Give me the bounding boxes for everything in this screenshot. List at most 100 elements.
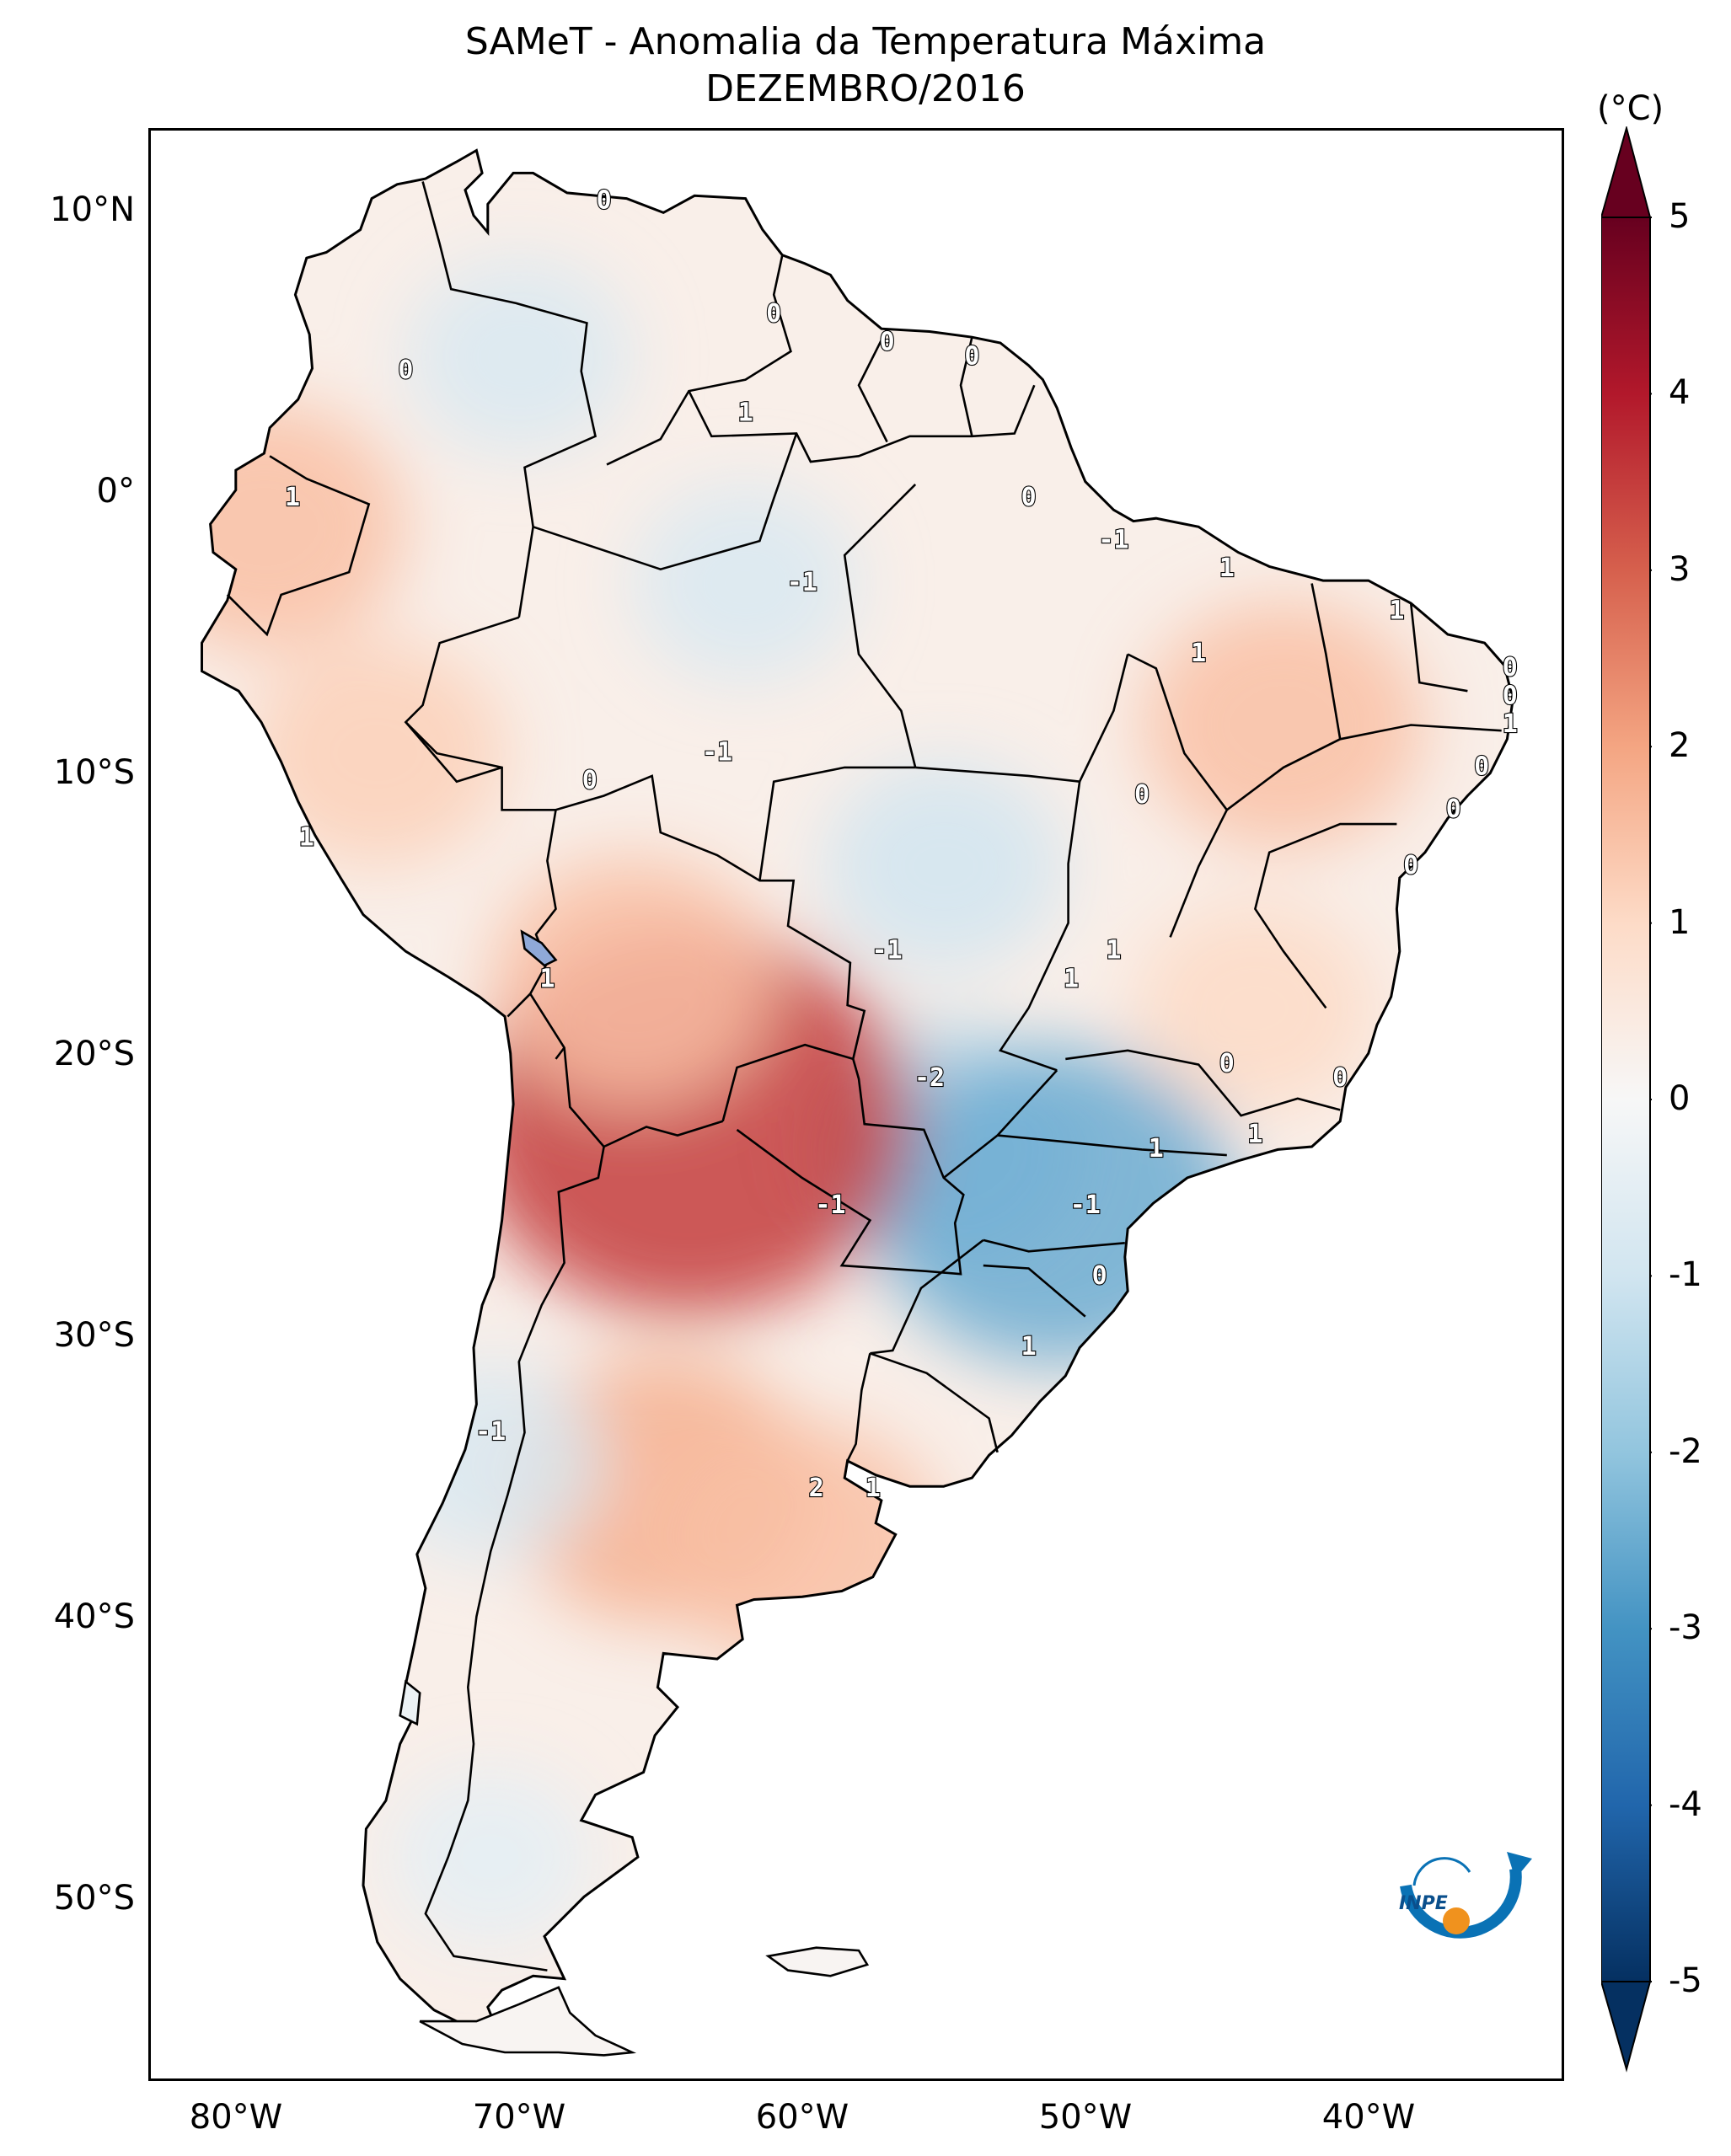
border-line-17 bbox=[983, 1264, 1086, 1318]
contour-label-17: 0 bbox=[1446, 794, 1461, 824]
contour-label-20: 0 bbox=[582, 766, 598, 795]
contour-label-6: 0 bbox=[1021, 483, 1037, 512]
contour-label-0: 0 bbox=[597, 186, 612, 216]
contour-label-2: 0 bbox=[766, 299, 781, 329]
anomaly-region-13 bbox=[377, 1362, 604, 1560]
contour-label-30: 1 bbox=[1149, 1134, 1164, 1164]
contour-label-11: 1 bbox=[1389, 597, 1404, 626]
contour-label-8: -1 bbox=[1098, 526, 1128, 555]
anomaly-region-12 bbox=[660, 1421, 944, 1670]
anomaly-region-7 bbox=[248, 639, 507, 867]
border-line-21 bbox=[1253, 822, 1397, 1009]
colorbar bbox=[1601, 126, 1652, 2073]
contour-label-7: 1 bbox=[285, 483, 300, 512]
lat-tick-30s: 30°S bbox=[53, 1316, 135, 1355]
lake-titicaca bbox=[520, 929, 558, 967]
contour-label-34: 0 bbox=[1092, 1261, 1107, 1291]
border-line-1 bbox=[606, 254, 792, 466]
border-line-16 bbox=[983, 1238, 1125, 1253]
lon-tick-60w: 60°W bbox=[755, 2098, 849, 2137]
border-line-25 bbox=[915, 766, 1081, 1072]
colorbar-tick-label-3: 2 bbox=[1669, 726, 1691, 765]
contour-label-14: 0 bbox=[1503, 681, 1518, 710]
border-line-13 bbox=[846, 1353, 871, 1462]
contour-label-3: 0 bbox=[880, 328, 895, 357]
border-line-18 bbox=[997, 1134, 1227, 1157]
colorbar-tick-label-10: -5 bbox=[1669, 1961, 1702, 2000]
contour-label-32: -1 bbox=[815, 1190, 845, 1220]
colorbar-tick-label-6: -1 bbox=[1669, 1255, 1702, 1294]
border-line-30 bbox=[942, 1134, 999, 1180]
anomaly-region-4 bbox=[875, 1046, 1240, 1366]
contour-label-13: 0 bbox=[1503, 653, 1518, 682]
contour-label-31: 1 bbox=[1247, 1120, 1262, 1149]
border-line-9 bbox=[603, 1120, 724, 1148]
border-line-5 bbox=[226, 455, 371, 637]
contour-label-12: 1 bbox=[1191, 639, 1206, 668]
colorbar-tick-label-9: -4 bbox=[1669, 1785, 1702, 1824]
colorbar-extend-top bbox=[1601, 126, 1652, 218]
border-line-20 bbox=[1127, 653, 1229, 938]
colorbar-extend-bottom bbox=[1601, 1981, 1652, 2073]
colorbar-tick-label-7: -2 bbox=[1669, 1432, 1702, 1471]
border-line-8 bbox=[555, 1046, 565, 1060]
colorbar-tick-label-5: 0 bbox=[1669, 1079, 1691, 1118]
logo-text: INPE bbox=[1399, 1893, 1448, 1914]
contour-label-28: 0 bbox=[1219, 1049, 1235, 1078]
colorbar-unit: (°C) bbox=[1597, 89, 1664, 128]
contour-label-35: 1 bbox=[1021, 1332, 1037, 1362]
border-line-27 bbox=[843, 483, 917, 768]
border-line-15 bbox=[405, 721, 502, 784]
contour-label-33: -1 bbox=[1070, 1190, 1101, 1220]
contour-label-23: -1 bbox=[872, 936, 903, 966]
anomaly-region-10 bbox=[1133, 901, 1377, 1115]
anomaly-region-8 bbox=[201, 403, 406, 651]
anomaly-region-14 bbox=[389, 1768, 592, 1946]
contour-label-21: 0 bbox=[1134, 780, 1150, 810]
chart-subtitle: DEZEMBRO/2016 bbox=[705, 67, 1026, 110]
contour-label-16: 0 bbox=[1474, 752, 1489, 781]
contour-label-1: 0 bbox=[398, 356, 413, 385]
tierra-del-fuego bbox=[419, 1986, 637, 2057]
contour-label-36: -1 bbox=[475, 1417, 506, 1447]
contour-label-5: 1 bbox=[738, 398, 753, 427]
border-line-3 bbox=[857, 328, 888, 443]
map-frame[interactable]: 0 0 0 0 0 1 0 1 -1 -1 1 1 1 0 0 1 0 0 0 -1 0 0 1 -1 1 1 1 -2 0 0 1 1 -1-… bbox=[148, 128, 1564, 2081]
border-line-2 bbox=[688, 384, 1036, 463]
falklands-island bbox=[765, 1946, 870, 1977]
anomaly-region-9 bbox=[1142, 601, 1425, 849]
colorbar-tick-label-1: 4 bbox=[1669, 373, 1691, 412]
contour-label-27: -2 bbox=[914, 1063, 945, 1093]
border-line-29 bbox=[1078, 654, 1129, 783]
border-line-11 bbox=[736, 1058, 965, 1276]
border-line-12 bbox=[870, 1238, 984, 1355]
colorbar-tick-label-2: 3 bbox=[1669, 550, 1691, 589]
colorbar-tick-label-8: -3 bbox=[1669, 1608, 1702, 1647]
lat-tick-10n: 10°N bbox=[50, 190, 135, 229]
contour-label-10: 1 bbox=[1219, 554, 1235, 583]
lon-tick-50w: 50°W bbox=[1038, 2098, 1133, 2137]
contour-label-38: 1 bbox=[866, 1474, 881, 1503]
contour-label-19: -1 bbox=[702, 738, 732, 768]
anomaly-region-1 bbox=[632, 484, 859, 683]
contour-label-26: 1 bbox=[539, 964, 555, 993]
colorbar-tick-label-4: 1 bbox=[1669, 903, 1691, 942]
lat-tick-0: 0° bbox=[96, 472, 135, 511]
continent-outline bbox=[201, 148, 1514, 2029]
anomaly-region-2 bbox=[822, 760, 1065, 973]
border-line-23 bbox=[1310, 583, 1342, 740]
contour-label-9: -1 bbox=[787, 568, 817, 597]
border-line-19 bbox=[1065, 1049, 1341, 1117]
lat-tick-50s: 50°S bbox=[53, 1879, 135, 1918]
lat-tick-10s: 10°S bbox=[53, 753, 135, 792]
border-line-4 bbox=[959, 336, 973, 437]
contour-label-29: 0 bbox=[1332, 1063, 1348, 1093]
colorbar-body bbox=[1601, 217, 1651, 1982]
border-line-7 bbox=[424, 992, 605, 1971]
lat-tick-40s: 40°S bbox=[53, 1597, 135, 1636]
anomaly-region-0 bbox=[405, 258, 633, 457]
contour-label-24: 1 bbox=[1106, 936, 1121, 966]
border-line-31 bbox=[996, 1069, 1058, 1137]
border-line-24 bbox=[1409, 602, 1468, 693]
